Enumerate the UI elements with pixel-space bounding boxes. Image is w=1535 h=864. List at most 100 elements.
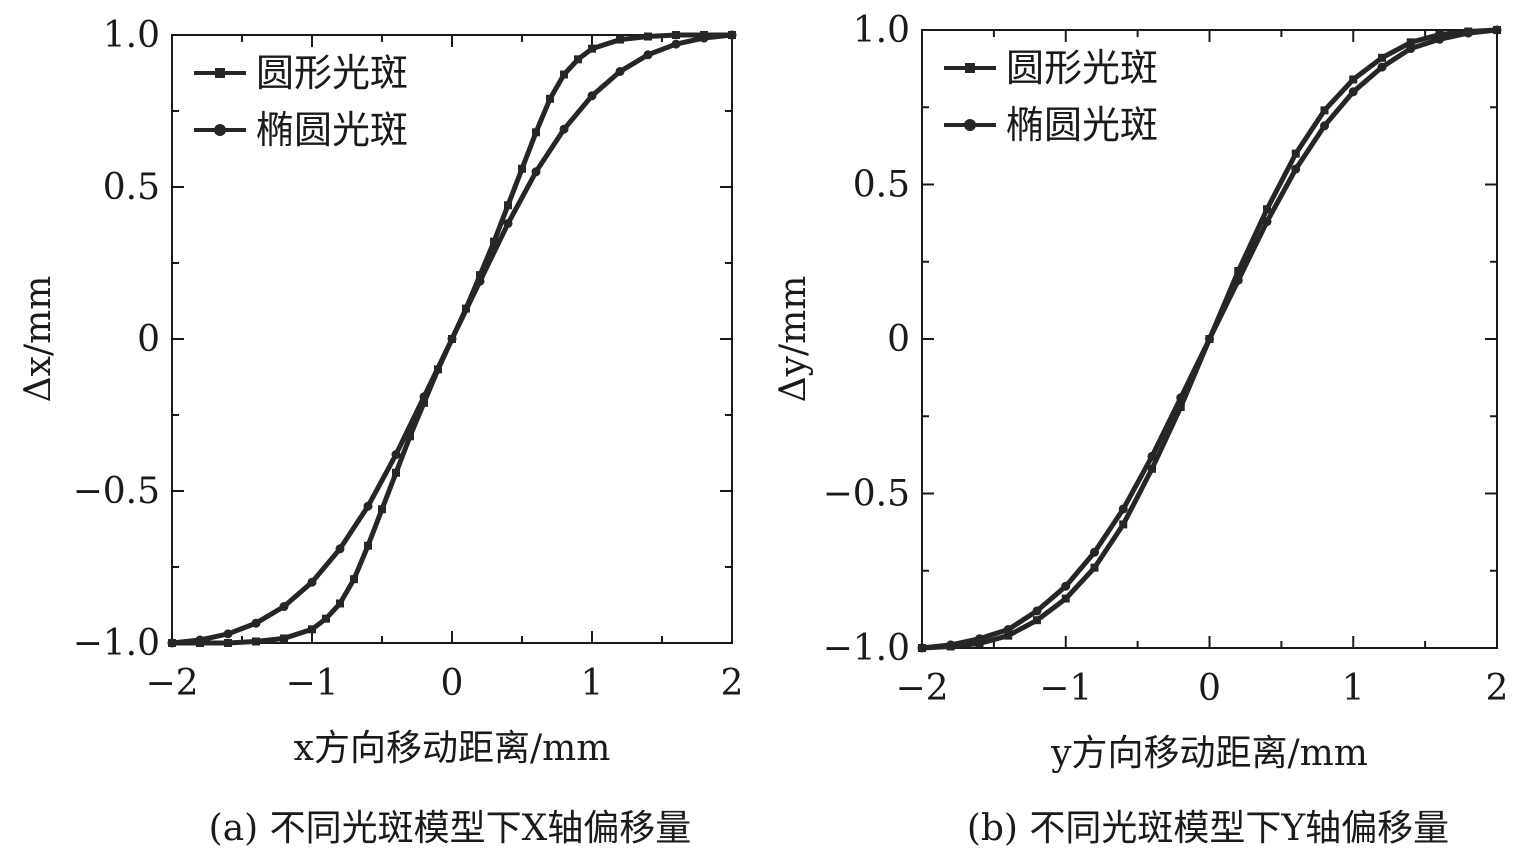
data-point-square: [378, 505, 386, 514]
data-point-square: [364, 541, 372, 550]
data-point-square: [1406, 38, 1415, 47]
data-point-square: [1349, 75, 1358, 84]
data-point-square: [644, 32, 652, 41]
y-tick-label: 1.0: [853, 10, 910, 51]
data-point-circle: [1032, 606, 1042, 616]
data-point-circle: [1147, 451, 1157, 461]
y-tick-label: −1.0: [823, 628, 910, 669]
data-point-circle: [727, 30, 737, 40]
x-tick-label: 2: [721, 663, 744, 704]
legend-label: 圆形光斑: [256, 51, 408, 95]
data-point-square: [1291, 149, 1300, 158]
series-elliptical-spot: [917, 25, 1502, 653]
data-point-circle: [615, 66, 625, 76]
data-point-circle: [917, 643, 927, 653]
data-point-square: [1148, 464, 1156, 473]
data-point-square: [588, 44, 596, 53]
data-point-square: [420, 398, 428, 407]
x-tick-label: −2: [145, 663, 198, 704]
x-tick-label: 2: [1486, 668, 1509, 709]
data-point-square: [406, 432, 414, 441]
legend-label: 椭圆光斑: [1006, 103, 1158, 147]
series-elliptical-spot: [167, 30, 737, 648]
data-point-square: [1234, 267, 1243, 276]
data-point-square: [560, 70, 568, 79]
data-point-circle: [307, 577, 317, 587]
y-tick-label: −0.5: [73, 471, 160, 512]
panel-caption: (b) 不同光斑模型下Y轴偏移量: [967, 808, 1449, 849]
data-point-square: [476, 271, 484, 280]
data-point-square: [490, 237, 498, 246]
data-point-circle: [1090, 547, 1099, 557]
chart-panel-b: −2 −1 0 1 2 1.0 0.5 0 −0.5 −1.0 y方向移动距离/mm Δy/mm 圆形光…: [773, 10, 1508, 849]
data-point-circle: [391, 450, 401, 460]
legend-square-marker: [215, 68, 225, 78]
data-point-circle: [1233, 275, 1243, 285]
legend-label: 椭圆光斑: [256, 108, 408, 152]
y-axis-title: Δx/mm: [18, 276, 59, 403]
data-point-circle: [251, 618, 261, 628]
data-point-circle: [335, 544, 345, 554]
y-tick-label: 1.0: [103, 15, 160, 56]
x-tick-label: 0: [441, 663, 464, 704]
data-point-square: [392, 468, 400, 477]
data-point-circle: [1205, 334, 1214, 344]
data-point-circle: [223, 629, 233, 639]
x-tick-label: −2: [895, 668, 948, 709]
data-point-circle: [1406, 44, 1416, 54]
data-point-circle: [1061, 581, 1071, 591]
y-tick-label: 0: [887, 319, 910, 360]
x-tick-label: 0: [1198, 668, 1221, 709]
data-point-circle: [1492, 25, 1502, 35]
data-point-circle: [1262, 217, 1272, 227]
legend-circle-marker: [964, 119, 976, 131]
data-point-square: [336, 599, 344, 608]
data-point-square: [252, 637, 260, 646]
data-point-circle: [475, 276, 485, 286]
data-point-circle: [279, 602, 289, 612]
data-point-square: [532, 128, 540, 137]
data-point-square: [1176, 402, 1185, 411]
data-point-circle: [1320, 121, 1329, 131]
data-point-circle: [195, 635, 205, 645]
x-tick-label: 1: [581, 663, 604, 704]
data-point-square: [504, 201, 512, 210]
data-point-square: [350, 575, 358, 584]
data-point-circle: [531, 167, 541, 177]
data-point-circle: [671, 39, 681, 49]
data-point-square: [1090, 563, 1099, 572]
data-point-square: [322, 614, 330, 623]
data-point-square: [546, 94, 554, 103]
data-point-circle: [946, 640, 956, 650]
panel-caption: (a) 不同光斑模型下X轴偏移量: [209, 808, 692, 849]
data-point-circle: [167, 638, 177, 648]
y-tick-label: −0.5: [823, 474, 910, 515]
data-point-circle: [419, 392, 429, 402]
data-point-square: [1061, 594, 1070, 603]
y-tick-label: 0.5: [103, 167, 160, 208]
data-point-square: [1033, 616, 1041, 625]
data-point-square: [574, 55, 582, 64]
data-point-square: [1119, 520, 1128, 529]
data-point-circle: [1348, 87, 1358, 97]
y-axis-title: Δy/mm: [773, 276, 814, 403]
chart-panel-a: −2 −1 0 1 2 1.0 0.5 0 −0.5 −1.0 x方向移动距离/mm Δx/mm 圆形光…: [18, 15, 743, 849]
y-tick-label: −1.0: [73, 623, 160, 664]
data-point-square: [518, 164, 526, 173]
data-point-circle: [699, 33, 709, 43]
data-point-circle: [503, 218, 513, 228]
data-point-circle: [363, 501, 373, 511]
data-point-square: [1435, 30, 1444, 39]
data-point-square: [224, 639, 232, 647]
data-point-square: [1320, 106, 1329, 115]
y-tick-label: 0: [137, 319, 160, 360]
x-axis-title: y方向移动距离/mm: [1050, 733, 1368, 774]
x-tick-label: −1: [1039, 668, 1092, 709]
data-point-circle: [1463, 28, 1473, 38]
legend-circle-marker: [214, 124, 226, 136]
data-point-square: [1378, 53, 1386, 62]
data-point-circle: [1435, 34, 1444, 44]
data-point-circle: [1291, 164, 1301, 174]
